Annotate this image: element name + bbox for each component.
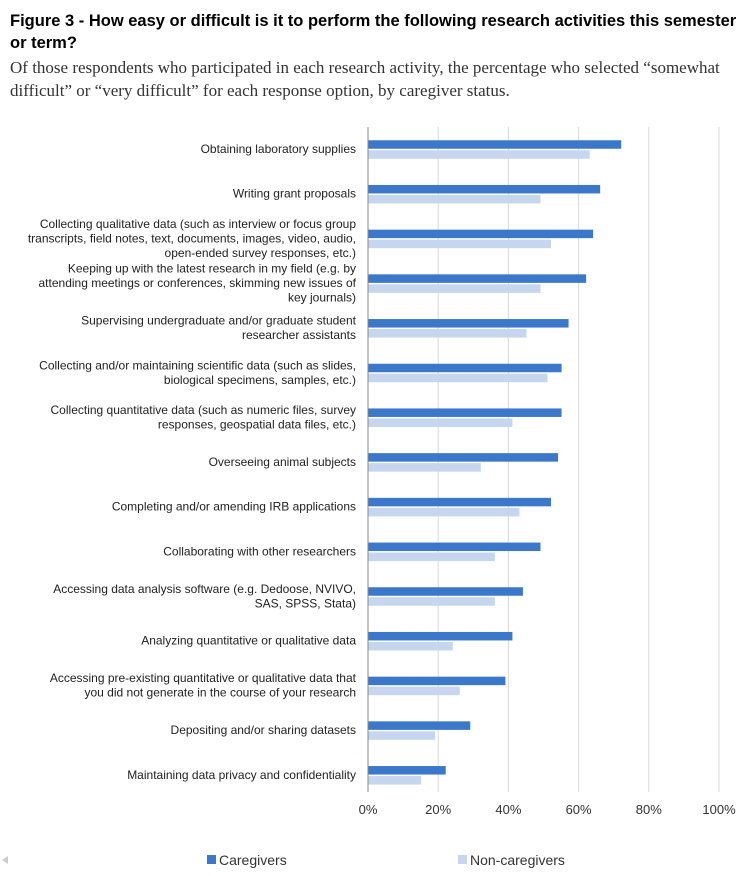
legend-non-caregivers: Non-caregivers	[458, 852, 565, 868]
x-tick-label: 20%	[425, 802, 451, 817]
x-tick-label: 40%	[495, 802, 521, 817]
legend-label: Caregivers	[219, 852, 287, 868]
scroll-left-arrow-icon[interactable]	[2, 856, 8, 864]
bar-caregivers	[368, 140, 622, 149]
bar-caregivers	[368, 274, 587, 283]
bar-caregivers	[368, 229, 594, 239]
legend-swatch	[458, 855, 467, 864]
category-label: Analyzing quantitative or qualitative da…	[141, 634, 356, 648]
figure-subtitle: Of those respondents who participated in…	[10, 58, 720, 100]
bar-non-caregivers	[368, 507, 520, 517]
legend-label: Non-caregivers	[470, 852, 565, 868]
bar-caregivers	[368, 542, 541, 552]
category-label: Overseeing animal subjects	[209, 455, 356, 469]
category-label: Collaborating with other researchers	[163, 544, 356, 558]
bar-non-caregivers	[368, 463, 481, 472]
category-label: Collecting quantitative data (such as nu…	[51, 403, 356, 432]
category-labels: Obtaining laboratory supplies Writing gra…	[28, 142, 357, 782]
category-label: Writing grant proposals	[233, 187, 356, 201]
bar-caregivers	[368, 676, 506, 686]
bar-caregivers	[368, 453, 559, 462]
bar-caregivers	[368, 319, 569, 328]
category-label: Accessing pre-existing quantitative or q…	[50, 671, 357, 700]
bar-non-caregivers	[368, 373, 548, 383]
x-axis-ticks: 0% 20% 40% 60% 80% 100%	[359, 802, 736, 817]
category-label: Depositing and/or sharing datasets	[171, 723, 356, 737]
bar-caregivers	[368, 408, 562, 417]
x-tick-label: 60%	[566, 802, 592, 817]
bar-caregivers	[368, 766, 446, 775]
bars	[368, 140, 622, 785]
bar-caregivers	[368, 587, 523, 596]
category-label: Accessing data analysis software (e.g. D…	[53, 582, 356, 611]
x-tick-label: 80%	[636, 802, 662, 817]
bar-caregivers	[368, 721, 471, 730]
bar-caregivers	[368, 497, 552, 507]
legend-swatch	[207, 855, 216, 864]
bar-non-caregivers	[368, 194, 541, 204]
bar-non-caregivers	[368, 641, 453, 651]
bar-non-caregivers	[368, 552, 495, 562]
category-label: Keeping up with the latest research in m…	[39, 262, 357, 305]
x-tick-label: 0%	[359, 802, 378, 817]
bar-non-caregivers	[368, 329, 527, 338]
category-label: Completing and/or amending IRB applicati…	[112, 500, 356, 514]
bar-non-caregivers	[368, 239, 552, 249]
figure-title: Figure 3 - How easy or difficult is it t…	[10, 12, 737, 52]
x-tick-label: 100%	[702, 802, 736, 817]
category-label: Maintaining data privacy and confidentia…	[127, 768, 356, 782]
bar-caregivers	[368, 363, 562, 373]
bar-non-caregivers	[368, 686, 460, 696]
bar-non-caregivers	[368, 418, 513, 427]
bar-caregivers	[368, 631, 513, 641]
bar-non-caregivers	[368, 150, 590, 159]
bar-non-caregivers	[368, 731, 436, 740]
bar-caregivers	[368, 184, 601, 194]
category-label: Obtaining laboratory supplies	[201, 142, 356, 156]
category-label: Collecting qualitative data (such as int…	[28, 217, 356, 260]
category-label: Collecting and/or maintaining scientific…	[39, 358, 356, 387]
bar-non-caregivers	[368, 776, 422, 785]
category-label: Supervising undergraduate and/or graduat…	[81, 314, 357, 343]
bar-non-caregivers	[368, 597, 495, 606]
bar-non-caregivers	[368, 284, 541, 293]
legend: Caregivers Non-caregivers	[207, 852, 565, 868]
legend-caregivers: Caregivers	[207, 852, 287, 868]
